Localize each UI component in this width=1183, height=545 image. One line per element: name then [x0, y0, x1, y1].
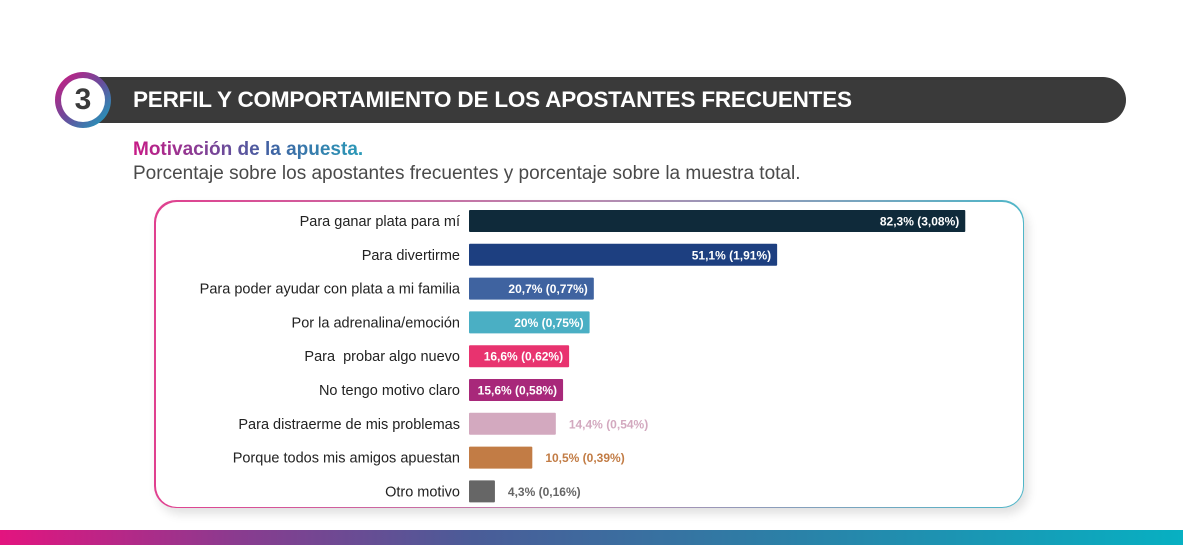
category-label: Por la adrenalina/emoción: [292, 315, 460, 331]
bar: [469, 277, 594, 300]
data-label: 82,3% (3,08%): [880, 215, 959, 229]
category-label: Para distraerme de mis problemas: [238, 417, 460, 433]
data-label: 15,6% (0,58%): [478, 384, 557, 398]
section-number-badge: 3: [55, 72, 111, 128]
data-label: 14,4% (0,54%): [569, 417, 648, 431]
footer-gradient-bar: [0, 530, 1183, 545]
data-label: 10,5% (0,39%): [545, 451, 624, 465]
data-label: 20,7% (0,77%): [508, 282, 587, 296]
section-number: 3: [61, 78, 105, 122]
category-label: Para divertirme: [362, 248, 460, 264]
bar: [469, 210, 966, 232]
category-label: No tengo motivo claro: [319, 383, 460, 399]
section-header-bar: [95, 77, 1126, 123]
category-label: Para poder ayudar con plata a mi familia: [200, 282, 461, 298]
chart-description: Porcentaje sobre los apostantes frecuent…: [133, 163, 801, 184]
bar: [469, 480, 495, 503]
data-label: 4,3% (0,16%): [508, 485, 581, 499]
category-label: Otro motivo: [385, 484, 460, 500]
category-label: Para probar algo nuevo: [304, 349, 460, 365]
category-label: Para ganar plata para mí: [300, 214, 460, 230]
bar: [469, 412, 556, 435]
bar: [469, 311, 590, 334]
data-label: 20% (0,75%): [514, 316, 583, 330]
bar: [469, 243, 778, 266]
data-label: 51,1% (1,91%): [692, 248, 771, 262]
bar: [469, 379, 564, 401]
section-title: PERFIL Y COMPORTAMIENTO DE LOS APOSTANTE…: [133, 87, 852, 112]
category-label: Porque todos mis amigos apuestan: [233, 451, 460, 467]
chart-title: Motivación de la apuesta.: [133, 139, 364, 160]
bar: [469, 446, 533, 469]
bar: [469, 345, 570, 368]
data-label: 16,6% (0,62%): [484, 350, 563, 364]
